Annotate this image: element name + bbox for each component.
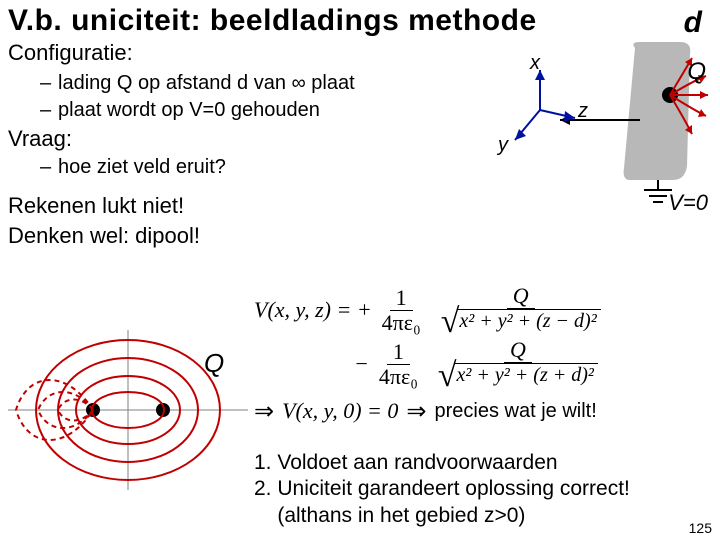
formula-block: V(x, y, z) = + 1 4πε₀ Q √ x² + y² + (z −… — [254, 284, 704, 427]
dipole-diagram: Q — [8, 330, 248, 490]
vxy0: V(x, y, 0) = 0 — [282, 398, 398, 424]
plate-diagram: Q x y z V=0 — [480, 40, 710, 220]
implies-icon: ⇒ — [406, 397, 426, 426]
precies-text: precies wat je wilt! — [434, 400, 596, 423]
coord-axes — [515, 70, 575, 140]
V0-label: V=0 — [668, 190, 708, 216]
sqrt-2: √ x² + y² + (z + d)² — [438, 363, 598, 386]
frac-q1: Q √ x² + y² + (z − d)² — [435, 284, 607, 337]
y-axis-label: y — [498, 134, 508, 157]
footer-notes: 1. Voldoet aan randvoorwaarden 2. Unicit… — [254, 450, 630, 529]
bullet-text: plaat wordt op V=0 gehouden — [58, 99, 320, 121]
sqrt-1: √ x² + y² + (z − d)² — [441, 309, 601, 332]
frac-const-2: 1 4πε₀ — [373, 340, 424, 389]
page-title: V.b. uniciteit: beeldladings methode — [0, 0, 720, 38]
sqrt-body: x² + y² + (z + d)² — [455, 363, 598, 386]
frac-den: √ x² + y² + (z + d)² — [432, 363, 604, 391]
note-line: 1. Voldoet aan randvoorwaarden — [254, 450, 630, 476]
formula-line-1: V(x, y, z) = + 1 4πε₀ Q √ x² + y² + (z −… — [254, 284, 704, 337]
note-line: 2. Uniciteit garandeert oplossing correc… — [254, 476, 630, 502]
frac-const: 1 4πε₀ — [376, 286, 427, 335]
formula-lhs: V(x, y, z) = + — [254, 297, 372, 323]
bullet-text: hoe ziet veld eruit? — [58, 156, 226, 178]
z-axis-label: z — [578, 100, 588, 123]
note-line: (althans in het gebied z>0) — [254, 503, 630, 529]
formula-line-3: ⇒ V(x, y, 0) = 0 ⇒ precies wat je wilt! — [254, 397, 704, 426]
frac-den: 4πε₀ — [376, 311, 427, 335]
dipole-Q-label: Q — [204, 348, 224, 379]
frac-den: 4πε₀ — [373, 365, 424, 389]
frac-num: Q — [504, 338, 532, 363]
frac-num: Q — [507, 284, 535, 309]
implies-icon: ⇒ — [254, 397, 274, 426]
sqrt-body: x² + y² + (z − d)² — [457, 309, 600, 332]
page-number: 125 — [689, 520, 712, 536]
Q-label: Q — [687, 58, 706, 86]
frac-num: 1 — [387, 340, 410, 365]
formula-line-2: − 1 4πε₀ Q √ x² + y² + (z + d)² — [254, 338, 704, 391]
minus-sign: − — [354, 351, 369, 377]
bullet-text: lading Q op afstand d van ∞ plaat — [58, 72, 355, 94]
frac-q2: Q √ x² + y² + (z + d)² — [432, 338, 604, 391]
frac-den: √ x² + y² + (z − d)² — [435, 309, 607, 337]
remark-line: Denken wel: dipool! — [8, 221, 712, 251]
d-label: d — [684, 6, 702, 40]
x-axis-label: x — [530, 52, 540, 75]
frac-num: 1 — [390, 286, 413, 311]
